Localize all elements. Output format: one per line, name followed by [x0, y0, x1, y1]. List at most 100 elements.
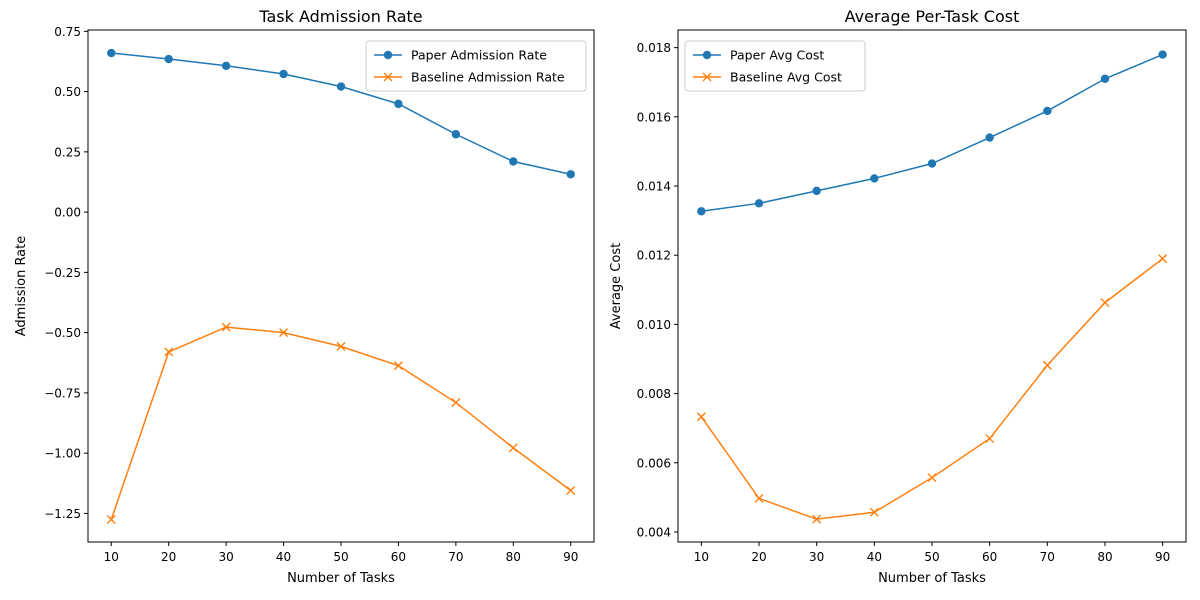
data-point — [107, 48, 116, 58]
legend-box — [365, 40, 587, 92]
data-point — [870, 174, 879, 183]
x-axis-label: Number of Tasks — [878, 571, 986, 586]
y-tick-label: 0.010 — [637, 318, 671, 332]
data-point — [927, 159, 937, 168]
x-tick-label: 60 — [982, 550, 997, 564]
data-point — [451, 398, 461, 408]
series-line — [110, 326, 572, 520]
data-point — [1042, 360, 1052, 370]
x-tick-label: 20 — [751, 550, 766, 564]
data-point — [394, 99, 403, 109]
data-point — [451, 130, 461, 139]
chart-title: Average Per-Task Cost — [845, 7, 1020, 26]
data-point — [696, 412, 706, 422]
data-point — [754, 493, 764, 503]
plot-frame — [87, 29, 595, 543]
legend-label: Baseline Admission Rate — [411, 70, 565, 85]
y-tick-label: 0.004 — [637, 525, 671, 539]
y-tick-label: −0.25 — [44, 266, 81, 280]
x-tick-label: 90 — [563, 550, 578, 564]
x-tick-label: 50 — [333, 550, 348, 564]
data-point — [754, 199, 764, 208]
data-point — [566, 486, 576, 496]
data-point — [393, 361, 403, 371]
data-point — [336, 82, 346, 91]
y-tick-label: 0.014 — [637, 180, 671, 194]
data-point — [221, 322, 231, 332]
y-tick-label: −1.25 — [44, 507, 81, 521]
x-tick-label: 80 — [1097, 550, 1112, 564]
data-point — [1158, 50, 1167, 59]
plot-frame — [677, 29, 1187, 543]
data-point — [508, 443, 518, 453]
chart-title: Task Admission Rate — [258, 7, 422, 26]
x-tick-label: 50 — [924, 550, 939, 564]
legend: Paper Avg Cost Baseline Avg Cost — [684, 40, 866, 92]
y-tick-label: 0.012 — [637, 249, 671, 263]
x-tick-label: 30 — [218, 550, 233, 564]
data-point — [1043, 106, 1052, 116]
x-tick-label: 90 — [1155, 550, 1170, 564]
data-point — [1100, 74, 1110, 83]
data-point — [509, 157, 518, 166]
y-tick-label: 0.25 — [54, 145, 81, 159]
data-point — [812, 514, 822, 524]
data-point — [221, 61, 231, 70]
y-tick-label: 0.006 — [637, 456, 671, 470]
series-line — [700, 258, 1164, 520]
series-1 — [107, 48, 575, 179]
legend-marker — [383, 72, 393, 82]
legend-label: Baseline Avg Cost — [730, 70, 842, 85]
x-axis-label: Number of Tasks — [287, 571, 395, 586]
legend-marker — [383, 50, 393, 60]
y-tick-label: 0.016 — [637, 110, 671, 124]
data-point — [927, 473, 937, 483]
data-point — [164, 347, 174, 357]
x-tick-label: 40 — [276, 550, 291, 564]
legend-marker — [702, 72, 712, 82]
y-tick-label: 0.018 — [637, 41, 671, 55]
y-tick-label: 0.00 — [54, 206, 81, 220]
y-tick-label: 0.75 — [54, 25, 81, 39]
y-tick-label: 0.008 — [637, 387, 671, 401]
legend: Paper Admission Rate Baseline Admission R… — [365, 40, 587, 92]
x-tick-label: 80 — [506, 550, 521, 564]
data-point — [869, 507, 879, 517]
x-tick-label: 10 — [694, 550, 709, 564]
y-tick-label: −0.75 — [44, 386, 81, 400]
y-tick-label: −1.00 — [44, 447, 81, 461]
data-point — [164, 54, 173, 64]
data-point — [985, 434, 995, 444]
data-point — [279, 69, 288, 79]
data-point — [279, 328, 289, 338]
series-2 — [106, 322, 576, 524]
y-axis-label: Admission Rate — [14, 236, 29, 336]
legend-label: Paper Avg Cost — [730, 48, 824, 63]
y-tick-label: 0.50 — [54, 85, 81, 99]
chart-panel-2: Average Per-Task Cost 10 20 30 40 50 60 70 80 90 0… — [609, 7, 1187, 586]
x-tick-label: 40 — [867, 550, 882, 564]
data-point — [697, 207, 706, 216]
chart-panel-1: Task Admission Rate 10 20 30 40 50 60 70 80 90 −1.… — [14, 7, 595, 586]
series-2 — [696, 254, 1168, 524]
y-axis-label: Average Cost — [609, 243, 624, 329]
y-tick-label: −0.50 — [44, 326, 81, 340]
data-point — [566, 170, 575, 179]
x-tick-label: 30 — [809, 550, 824, 564]
x-tick-label: 20 — [161, 550, 176, 564]
x-tick-label: 70 — [448, 550, 463, 564]
data-point — [106, 514, 116, 524]
data-point — [1100, 298, 1110, 308]
data-point — [336, 341, 346, 351]
x-tick-label: 60 — [391, 550, 406, 564]
x-tick-label: 10 — [104, 550, 119, 564]
legend-marker — [702, 50, 712, 60]
x-tick-label: 70 — [1040, 550, 1055, 564]
series-1 — [697, 50, 1167, 216]
data-point — [812, 186, 821, 196]
legend-box — [684, 40, 866, 92]
data-point — [1158, 254, 1168, 264]
data-point — [985, 133, 994, 142]
legend-label: Paper Admission Rate — [411, 48, 547, 63]
